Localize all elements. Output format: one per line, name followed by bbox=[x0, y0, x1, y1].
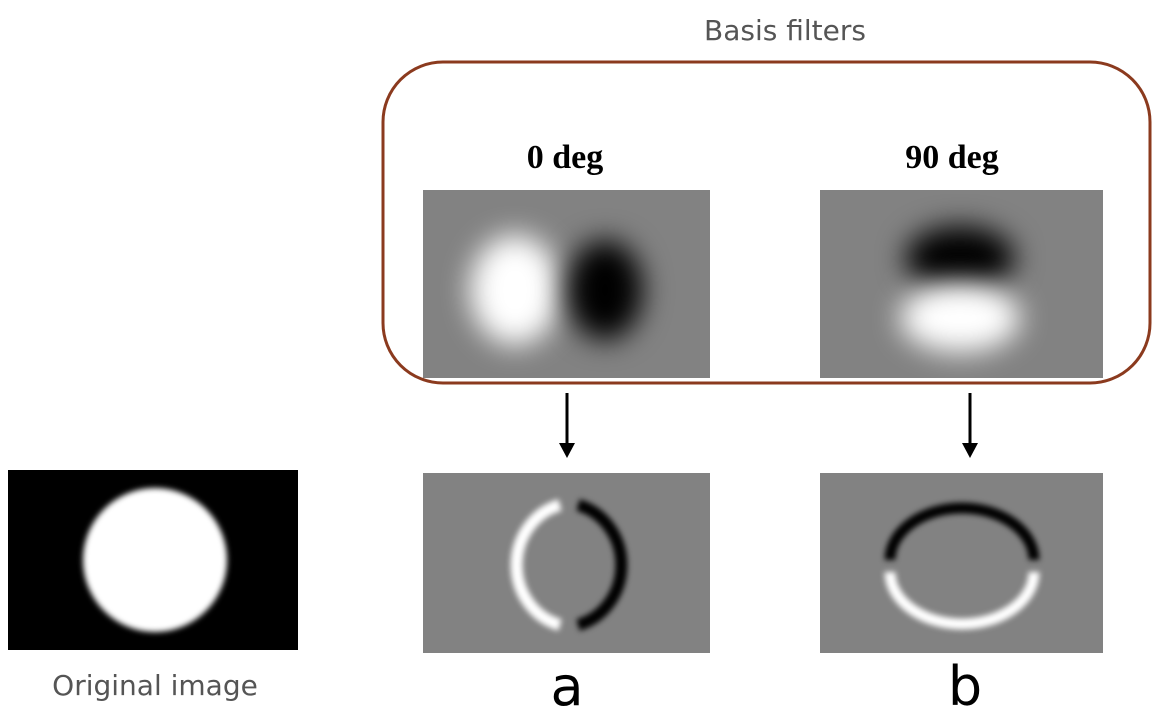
caption: a bbox=[550, 655, 583, 713]
filter-image bbox=[820, 190, 1103, 378]
filter-label: 90 deg bbox=[905, 139, 999, 176]
arrow bbox=[559, 393, 575, 458]
filter-image bbox=[423, 190, 710, 378]
response-image bbox=[820, 473, 1103, 653]
caption: Original image bbox=[52, 669, 258, 702]
original-image bbox=[8, 470, 298, 650]
filter-label: 0 deg bbox=[527, 139, 604, 176]
diagram: Basis filters 0 deg 90 deg Original bbox=[0, 0, 1157, 713]
caption: b bbox=[948, 655, 982, 713]
title: Basis filters bbox=[704, 14, 866, 47]
response-image bbox=[423, 473, 710, 653]
arrow bbox=[962, 393, 978, 458]
